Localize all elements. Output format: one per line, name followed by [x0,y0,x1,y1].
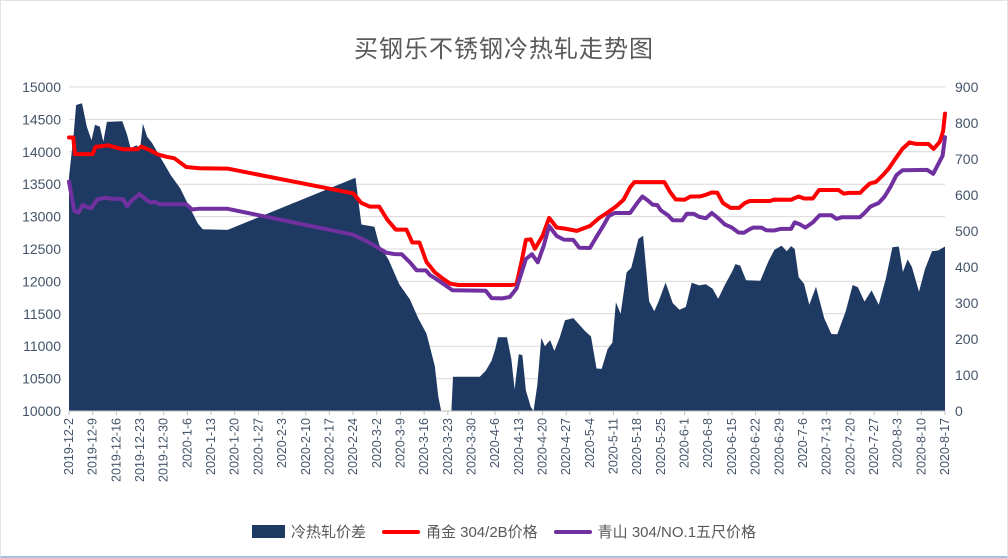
right-axis-label: 300 [955,295,979,311]
left-axis-label: 15000 [22,79,61,95]
x-axis-label: 2020-5-4 [583,418,597,468]
x-axis-label: 2020-4-13 [512,418,526,475]
left-axis-label: 12500 [22,241,61,257]
x-axis-label: 2020-6-15 [725,418,739,475]
legend-item-qingshan-price: 青山 304/NO.1五尺价格 [553,521,757,542]
x-axis-label: 2020-1-13 [204,418,218,475]
legend-item-yongjin-price: 甬金 304/2B价格 [381,521,538,542]
right-axis-label: 0 [955,403,963,419]
x-axis-label: 2020-1-6 [180,418,194,468]
line-series [67,135,947,301]
x-axis-label: 2020-3-16 [417,418,431,475]
x-axis-label: 2020-1-27 [251,418,265,475]
x-axis-label: 2019-12-16 [109,418,123,482]
purple-line-swatch-icon [553,529,592,534]
chart-legend: 冷热轧价差 甬金 304/2B价格 青山 304/NO.1五尺价格 [1,521,1007,542]
x-axis-label: 2020-8-17 [938,418,952,475]
right-axis-label: 900 [955,79,979,95]
x-axis-label: 2020-6-1 [678,418,692,468]
left-axis-label: 10500 [22,371,61,387]
x-axis-label: 2019-12-30 [157,418,171,482]
left-axis-label: 12000 [22,273,61,289]
x-axis-label: 2020-6-29 [772,418,786,475]
x-axis-label: 2020-4-27 [559,418,573,475]
x-axis-label: 2020-2-3 [275,418,289,468]
x-axis-label: 2020-5-11 [607,418,621,474]
legend-label: 甬金 304/2B价格 [425,524,538,541]
line-series [67,111,947,287]
x-axis-label: 2019-12-9 [86,418,100,475]
area-series [69,103,945,411]
x-axis-label: 2020-7-27 [867,418,881,475]
right-axis-label: 200 [955,331,979,347]
left-axis-label: 14000 [22,144,61,160]
x-axis-label: 2019-12-23 [133,418,147,482]
x-axis-label: 2020-5-18 [630,418,644,475]
x-axis-label: 2020-7-6 [796,418,810,468]
x-axis-label: 2020-3-30 [464,418,478,475]
x-axis-label: 2020-8-10 [914,418,928,475]
legend-label: 青山 304/NO.1五尺价格 [597,524,757,541]
x-axis-label: 2020-5-25 [654,418,668,475]
x-axis-label: 2020-2-24 [346,418,360,475]
red-line-swatch-icon [381,529,420,534]
x-axis-label: 2020-7-20 [843,418,857,475]
x-axis-label: 2020-2-17 [322,418,336,475]
x-axis-label: 2020-7-13 [820,418,834,475]
x-axis-label: 2019-12-2 [62,418,76,475]
left-axis-label: 13000 [22,209,61,225]
right-axis-label: 400 [955,259,979,275]
area-swatch-icon [251,525,285,538]
x-axis-label: 2020-4-20 [536,418,550,475]
right-axis-label: 100 [955,367,979,383]
left-axis-label: 11000 [23,338,61,354]
x-axis-label: 2020-6-22 [749,418,763,475]
left-axis-label: 11500 [23,306,61,322]
right-axis-label: 800 [955,115,979,131]
left-axis-label: 10000 [22,403,61,419]
right-axis-label: 700 [955,151,979,167]
x-axis-label: 2020-4-6 [488,418,502,468]
x-axis-label: 2020-2-10 [299,418,313,475]
left-axis-label: 14500 [22,111,61,127]
left-axis-label: 13500 [22,176,61,192]
legend-label: 冷热轧价差 [290,524,366,541]
x-axis-label: 2020-3-9 [393,418,407,468]
right-axis-label: 500 [955,223,979,239]
right-axis-label: 600 [955,187,979,203]
x-axis-label: 2020-3-23 [441,418,455,475]
x-axis-label: 2020-6-8 [701,418,715,468]
chart-title: 买钢乐不锈钢冷热轧走势图 [354,36,654,63]
x-axis-label: 2020-3-2 [370,418,384,468]
x-axis-label: 2020-8-3 [891,418,905,468]
x-axis-label: 2020-1-20 [228,418,242,475]
legend-item-price-spread: 冷热轧价差 [251,521,366,542]
